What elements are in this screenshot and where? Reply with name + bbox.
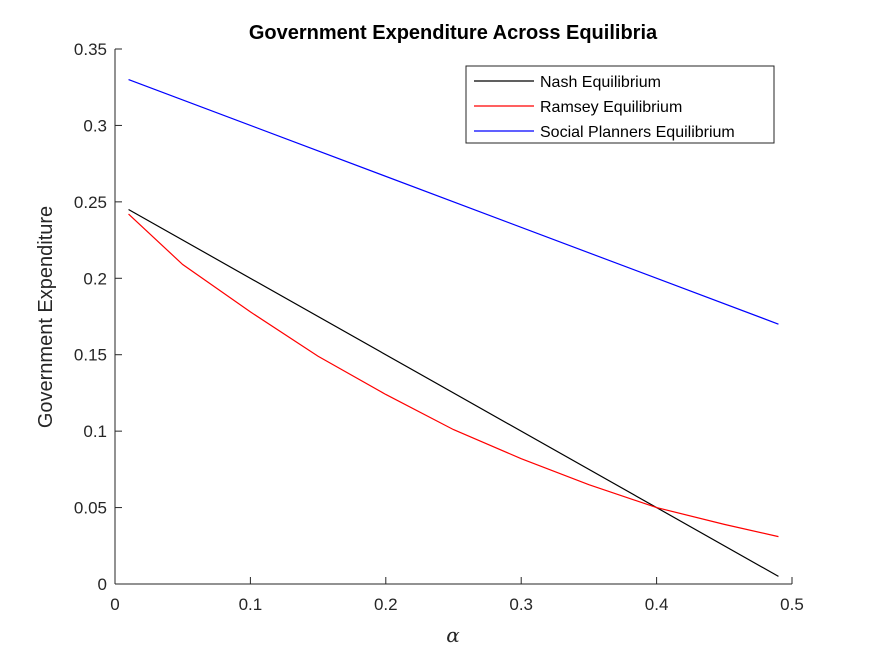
chart-title: Government Expenditure Across Equilibria: [249, 22, 658, 44]
y-tick-label: 0: [98, 575, 107, 594]
y-axis-label: Government Expenditure: [35, 206, 57, 428]
y-tick-label: 0.2: [83, 269, 107, 288]
y-tick-label: 0.35: [74, 40, 107, 59]
ticks: 0 0.1 0.2 0.3 0.4 0.5 0 0.05 0.1 0.15 0.2 0.25 0.3 0.…: [74, 40, 804, 614]
x-tick-label: 0.3: [509, 595, 533, 614]
legend-label: Nash Equilibrium: [540, 74, 661, 91]
series-line-2: [128, 213, 779, 538]
y-tick-label: 0.3: [83, 116, 107, 135]
x-axis-label: α: [446, 623, 460, 647]
y-tick-label: 0.1: [83, 422, 107, 441]
y-tick-label: 0.05: [74, 499, 107, 518]
series-line-1: [128, 208, 779, 577]
x-tick-label: 0.1: [239, 595, 263, 614]
series-line-3: [128, 79, 779, 325]
axes: [114, 49, 792, 585]
x-tick-label: 0.2: [374, 595, 398, 614]
legend: Nash Equilibrium Ramsey Equilibrium Social…: [465, 65, 775, 144]
x-tick-label: 0.4: [645, 595, 669, 614]
x-tick-label: 0: [110, 595, 119, 614]
legend-label: Ramsey Equilibrium: [540, 99, 682, 116]
y-tick-label: 0.25: [74, 193, 107, 212]
legend-label: Social Planners Equilibrium: [540, 124, 735, 141]
series-lines: [128, 79, 779, 577]
y-tick-label: 0.15: [74, 346, 107, 365]
x-tick-label: 0.5: [780, 595, 804, 614]
legend-box: [465, 65, 775, 144]
